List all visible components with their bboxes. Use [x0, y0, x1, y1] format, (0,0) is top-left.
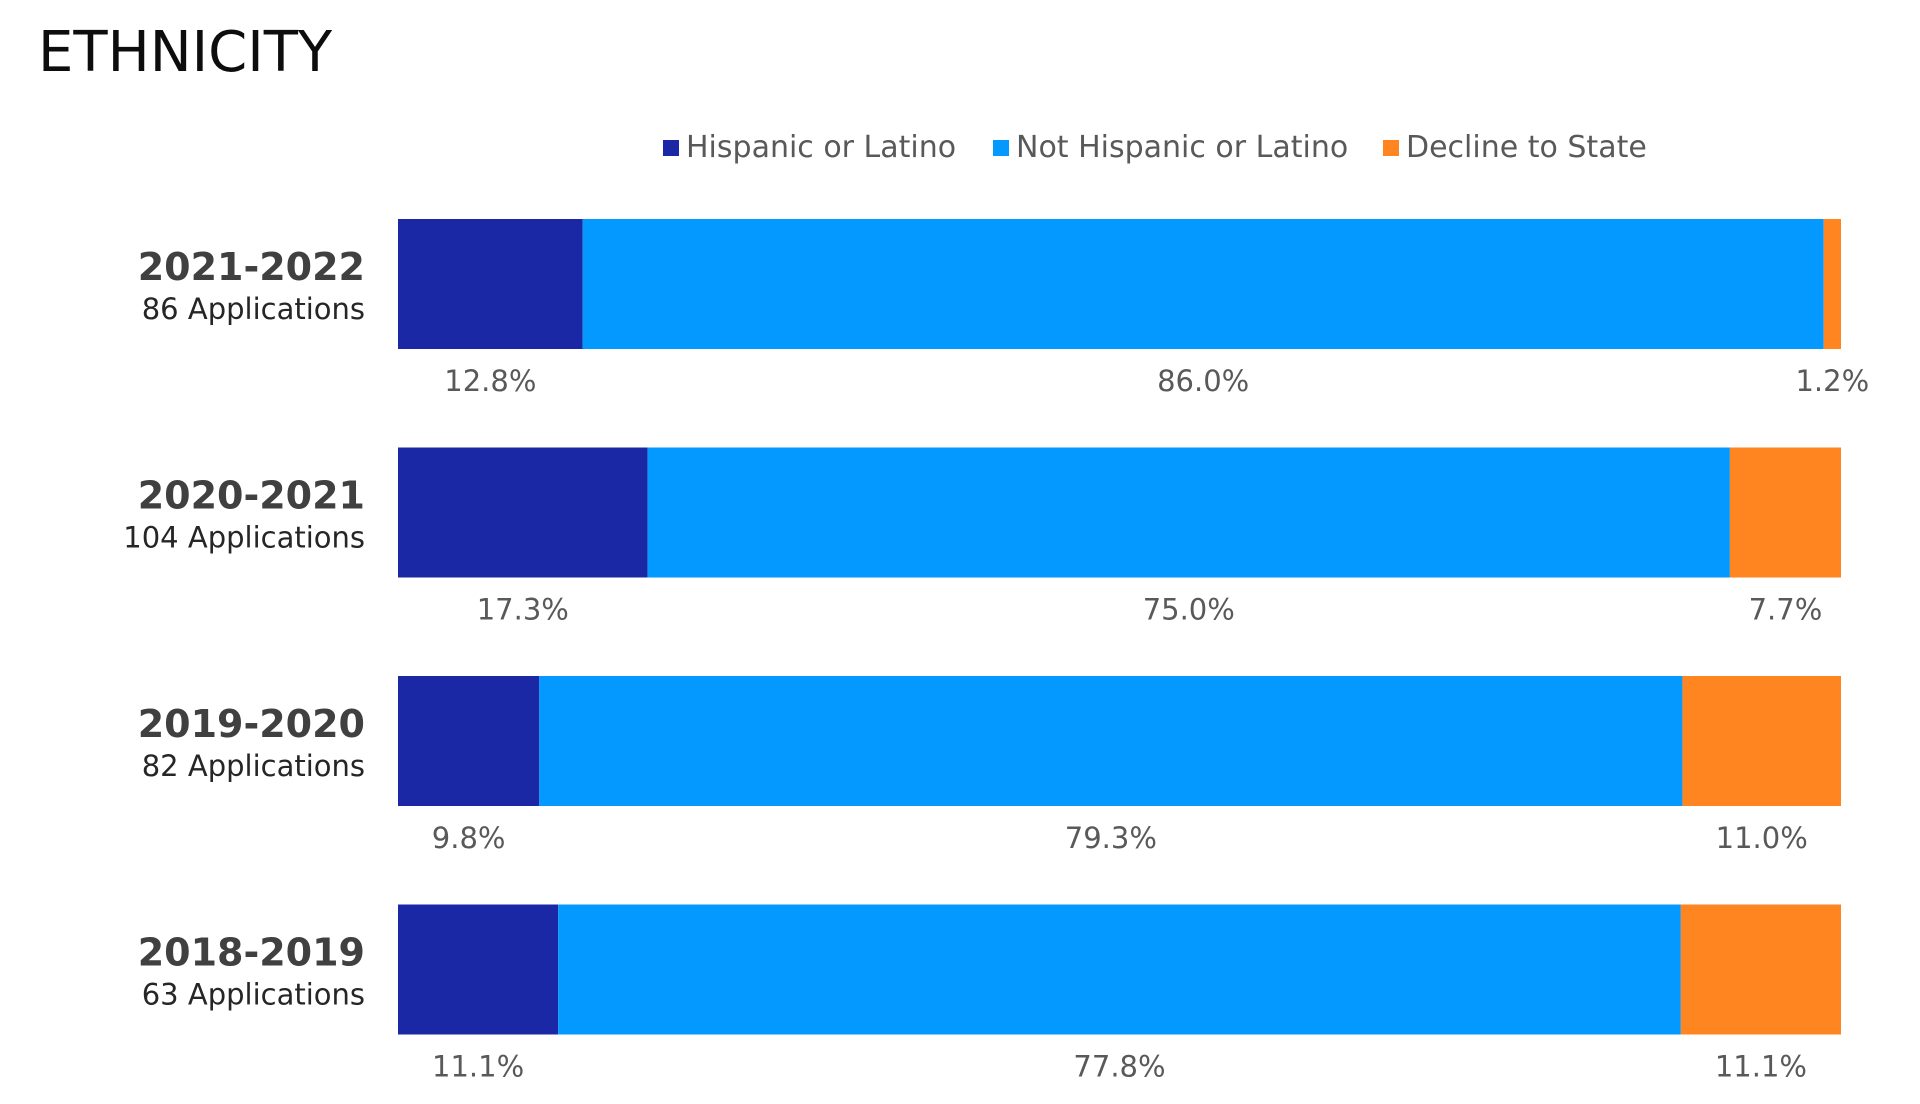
- legend-swatch-decline: [1383, 139, 1399, 156]
- category-label-2018-2019: 2018-2019: [138, 931, 365, 975]
- bar-2020-2021-series-1: [647, 447, 1730, 578]
- legend-label-hispanic: Hispanic or Latino: [686, 130, 957, 165]
- data-label-2018-2019-series-1: 77.8%: [1073, 1050, 1165, 1084]
- bar-2019-2020-series-1: [539, 676, 1683, 806]
- category-label-2019-2020: 2019-2020: [138, 702, 365, 746]
- data-label-2018-2019-series-2: 11.1%: [1715, 1050, 1807, 1084]
- legend-item-decline: Decline to State: [1383, 130, 1647, 165]
- bar-2019-2020-series-0: [398, 676, 540, 806]
- data-label-2018-2019-series-0: 11.1%: [432, 1050, 524, 1084]
- page-title: ETHNICITY: [38, 20, 333, 85]
- data-label-2019-2020-series-2: 11.0%: [1716, 821, 1808, 855]
- bar-2020-2021-series-0: [398, 447, 648, 578]
- bar-2021-2022-series-2: [1823, 219, 1841, 349]
- category-subtitle-2018-2019: 63 Applications: [142, 978, 365, 1012]
- legend-swatch-hispanic: [663, 139, 679, 156]
- chart-legend: Hispanic or Latino Not Hispanic or Latin…: [0, 130, 1920, 174]
- legend-label-not-hispanic: Not Hispanic or Latino: [1016, 130, 1349, 165]
- bar-2019-2020-series-2: [1682, 676, 1841, 806]
- data-label-2019-2020-series-1: 79.3%: [1065, 821, 1157, 855]
- bar-2018-2019-series-2: [1680, 904, 1841, 1035]
- data-label-2020-2021-series-0: 17.3%: [477, 593, 569, 627]
- bar-2021-2022-series-0: [398, 219, 583, 349]
- legend-item-hispanic: Hispanic or Latino: [663, 130, 956, 165]
- category-label-2021-2022: 2021-2022: [138, 245, 365, 289]
- bar-2018-2019-series-1: [558, 904, 1681, 1035]
- data-label-2020-2021-series-1: 75.0%: [1143, 593, 1235, 627]
- data-label-2019-2020-series-0: 9.8%: [432, 821, 506, 855]
- bar-2020-2021-series-2: [1729, 447, 1841, 578]
- bar-2018-2019-series-0: [398, 904, 559, 1035]
- legend-item-not-hispanic: Not Hispanic or Latino: [993, 130, 1348, 165]
- legend-label-decline: Decline to State: [1406, 130, 1647, 165]
- data-label-2020-2021-series-2: 7.7%: [1749, 593, 1823, 627]
- bar-2021-2022-series-1: [582, 219, 1824, 349]
- category-subtitle-2020-2021: 104 Applications: [123, 521, 365, 555]
- legend-swatch-not-hispanic: [993, 139, 1009, 156]
- category-subtitle-2021-2022: 86 Applications: [142, 292, 365, 326]
- data-label-2021-2022-series-0: 12.8%: [444, 364, 536, 398]
- data-label-2021-2022-series-1: 86.0%: [1157, 364, 1249, 398]
- category-label-2020-2021: 2020-2021: [138, 474, 365, 518]
- category-subtitle-2019-2020: 82 Applications: [142, 749, 365, 783]
- data-label-2021-2022-series-2: 1.2%: [1795, 364, 1869, 398]
